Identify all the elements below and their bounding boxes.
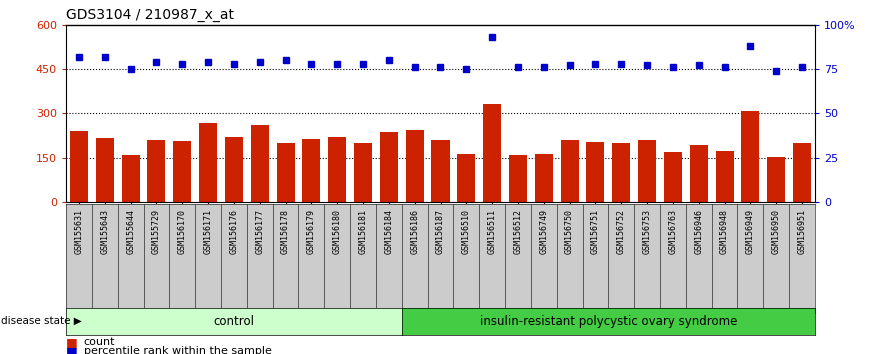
Bar	[432, 141, 449, 202]
Bar	[380, 132, 398, 202]
Text: GSM156179: GSM156179	[307, 209, 316, 254]
Text: GSM156751: GSM156751	[591, 209, 600, 254]
Text: insulin-resistant polycystic ovary syndrome: insulin-resistant polycystic ovary syndr…	[479, 315, 737, 328]
Bar	[251, 125, 269, 202]
Bar	[199, 123, 217, 202]
Bar	[741, 111, 759, 202]
Text: GSM156170: GSM156170	[178, 209, 187, 254]
Text: GSM156186: GSM156186	[411, 209, 419, 254]
Bar	[767, 157, 785, 202]
Bar	[535, 154, 552, 202]
Text: GSM156951: GSM156951	[797, 209, 806, 254]
Bar	[147, 141, 166, 202]
Text: GSM156946: GSM156946	[694, 209, 703, 254]
Text: ■: ■	[66, 345, 78, 354]
Text: GSM156949: GSM156949	[746, 209, 755, 254]
Text: GSM155729: GSM155729	[152, 209, 161, 254]
Bar	[405, 130, 424, 202]
Bar	[457, 154, 476, 202]
Bar	[302, 139, 321, 202]
Text: GSM156948: GSM156948	[720, 209, 729, 254]
Bar	[354, 143, 372, 202]
Text: GSM156752: GSM156752	[617, 209, 626, 254]
Bar	[328, 137, 346, 202]
Bar	[96, 138, 114, 202]
Text: GSM156171: GSM156171	[204, 209, 212, 254]
Text: GSM156187: GSM156187	[436, 209, 445, 254]
Bar	[174, 141, 191, 202]
Bar	[560, 141, 579, 202]
Text: GSM156178: GSM156178	[281, 209, 290, 254]
Text: GSM155643: GSM155643	[100, 209, 109, 254]
Bar	[225, 137, 243, 202]
Bar	[70, 131, 88, 202]
Text: GSM156181: GSM156181	[359, 209, 367, 254]
Text: GSM155631: GSM155631	[75, 209, 84, 254]
Bar	[587, 142, 604, 202]
Bar	[715, 151, 734, 202]
Text: GSM155644: GSM155644	[126, 209, 135, 254]
Bar	[690, 145, 707, 202]
Text: GSM156749: GSM156749	[539, 209, 548, 254]
Text: GSM156510: GSM156510	[462, 209, 470, 254]
Bar	[612, 143, 630, 202]
Text: GSM156511: GSM156511	[488, 209, 497, 254]
Text: ■: ■	[66, 336, 78, 349]
Bar	[509, 155, 527, 202]
Text: count: count	[84, 337, 115, 347]
Text: disease state ▶: disease state ▶	[1, 316, 82, 326]
Bar	[483, 104, 501, 202]
Text: GSM156753: GSM156753	[642, 209, 652, 254]
Text: GSM156180: GSM156180	[333, 209, 342, 254]
Text: GSM156512: GSM156512	[514, 209, 522, 254]
Text: GSM156176: GSM156176	[229, 209, 239, 254]
Text: GSM156177: GSM156177	[255, 209, 264, 254]
Text: GSM156950: GSM156950	[772, 209, 781, 254]
Bar	[664, 152, 682, 202]
Bar	[122, 155, 140, 202]
Text: percentile rank within the sample: percentile rank within the sample	[84, 346, 271, 354]
Bar	[793, 143, 811, 202]
Text: GSM156750: GSM156750	[565, 209, 574, 254]
Text: GDS3104 / 210987_x_at: GDS3104 / 210987_x_at	[66, 8, 234, 22]
Bar	[638, 141, 656, 202]
Text: control: control	[213, 315, 255, 328]
Text: GSM156184: GSM156184	[384, 209, 393, 254]
Bar	[277, 143, 294, 202]
Text: GSM156763: GSM156763	[669, 209, 677, 254]
